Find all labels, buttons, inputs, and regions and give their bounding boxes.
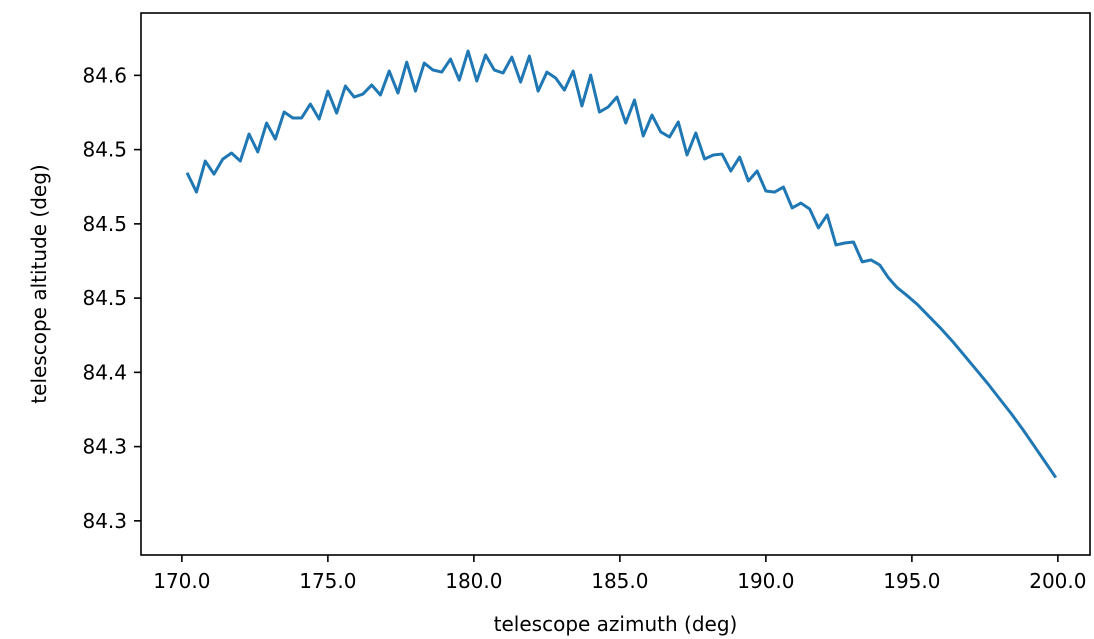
y-tick-label: 84.5 bbox=[82, 138, 127, 162]
y-tick-label: 84.5 bbox=[82, 212, 127, 236]
series-line-0 bbox=[185, 49, 1058, 479]
y-axis-ticks: 84.3 84.3 84.4 84.5 84.5 84.5 84.6 bbox=[82, 63, 141, 533]
plot-frame bbox=[140, 12, 1091, 556]
x-tick-label: 175.0 bbox=[299, 569, 356, 593]
x-axis-ticks: 170.0 175.0 180.0 185.0 190.0 195.0 200.0 bbox=[153, 555, 1087, 593]
y-axis-label: telescope altitude (deg) bbox=[27, 164, 51, 403]
x-tick-label: 200.0 bbox=[1029, 569, 1086, 593]
x-tick-label: 195.0 bbox=[883, 569, 940, 593]
y-tick-label: 84.5 bbox=[82, 286, 127, 310]
x-tick-label: 190.0 bbox=[737, 569, 794, 593]
x-tick-label: 170.0 bbox=[153, 569, 210, 593]
plot-area bbox=[140, 12, 1091, 556]
y-tick-label: 84.6 bbox=[82, 63, 127, 87]
x-tick-label: 185.0 bbox=[591, 569, 648, 593]
y-tick-label: 84.3 bbox=[82, 509, 127, 533]
x-tick-label: 180.0 bbox=[445, 569, 502, 593]
y-tick-label: 84.4 bbox=[82, 360, 127, 384]
x-axis-label: telescope azimuth (deg) bbox=[494, 612, 738, 636]
y-tick-label: 84.3 bbox=[82, 435, 127, 459]
